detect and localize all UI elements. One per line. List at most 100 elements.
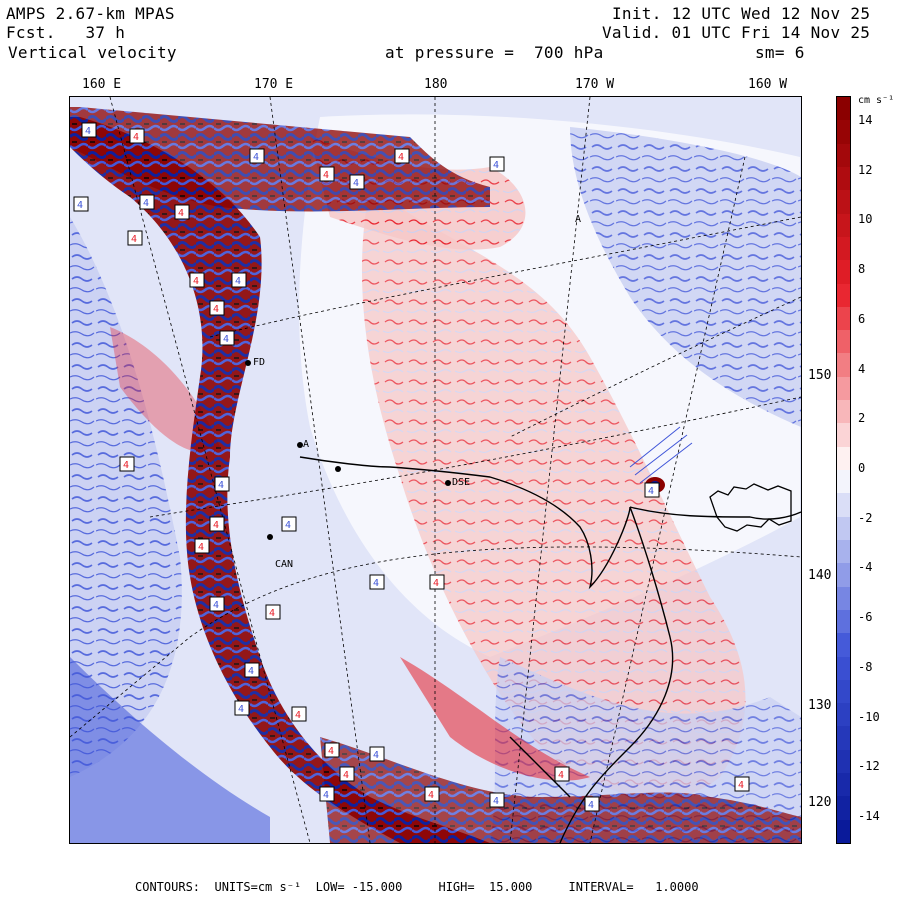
colorbar-bin: [837, 120, 850, 145]
colorbar-tick-label: -14: [858, 809, 880, 824]
contour-extreme-box: [734, 776, 750, 792]
contour-extreme-value: 4: [218, 480, 224, 491]
colorbar: [836, 96, 851, 844]
colorbar-bin: [837, 376, 850, 401]
contour-extreme-value: 4: [85, 126, 91, 137]
colorbar-bin: [837, 97, 850, 121]
contour-extreme-box: [584, 796, 600, 812]
downward-region-southeast: [490, 657, 801, 843]
contour-extreme-box: [369, 574, 385, 590]
contour-extreme-value: 4: [235, 276, 241, 287]
contour-extreme-box: [339, 766, 355, 782]
contour-extreme-box: [429, 574, 445, 590]
station-label-dse: DSE: [452, 477, 470, 488]
contour-extreme-box: [424, 786, 440, 802]
colorbar-bin: [837, 260, 850, 284]
contour-extreme-box: [349, 174, 365, 190]
contour-extreme-value: 4: [131, 234, 137, 245]
colorbar-tick-label: -4: [858, 560, 873, 575]
colorbar-bin: [837, 353, 850, 378]
contour-extreme-box: [644, 482, 660, 498]
contour-extreme-markers: 4 4 4 4 4 4 4 4 4 4 4 4 4 4 4 4 4 4 4 4 4 4 4 4 4 4 4 4 4 4 4 4 4 4 4 4 4: [73, 122, 750, 812]
forecast-hour: Fcst. 37 h: [6, 23, 126, 42]
downward-region-east: [570, 127, 801, 427]
contour-extreme-box: [489, 792, 505, 808]
contour-extreme-box: [209, 596, 225, 612]
colorbar-bin: [837, 539, 850, 564]
contour-extreme-value: 4: [238, 704, 244, 715]
contour-extreme-value: 4: [493, 796, 499, 807]
colorbar-tick-label: 4: [858, 361, 866, 376]
colorbar-tick-label: -6: [858, 610, 873, 625]
colorbar-tick-label: 2: [858, 411, 866, 426]
lon-label-180: 180: [424, 77, 448, 92]
contour-extreme-value: 4: [193, 276, 199, 287]
contour-extreme-value: 4: [373, 750, 379, 761]
units-label: UNITS=cm s⁻¹: [214, 880, 302, 894]
colorbar-tick-label: 10: [858, 212, 873, 227]
contour-extreme-value: 4: [133, 132, 139, 143]
ice-shelf-outline: [299, 456, 801, 843]
contour-extreme-value: 4: [143, 198, 149, 209]
station-markers: [245, 360, 451, 540]
colorbar-bin: [837, 726, 850, 751]
model-title: AMPS 2.67-km MPAS: [6, 4, 175, 23]
contour-extreme-value: 4: [178, 208, 184, 219]
colorbar-bin: [837, 423, 850, 448]
colorbar-bin: [837, 493, 850, 518]
contour-extreme-box: [174, 204, 190, 220]
high-label: HIGH= 15.000: [438, 880, 533, 894]
colorbar-bin: [837, 470, 850, 494]
colorbar-bin: [837, 446, 850, 471]
contour-extreme-box: [139, 194, 155, 210]
downward-region-west: [70, 217, 182, 777]
coastal-islands: [709, 483, 792, 532]
colorbar-bin: [837, 190, 850, 215]
contour-extreme-box: [291, 706, 307, 722]
upward-region-ross-sea: [361, 187, 746, 799]
station-label-fd: FD: [253, 357, 265, 368]
colorbar-bin: [837, 773, 850, 797]
station-label-a-north: A: [575, 214, 581, 225]
mountain-wave-band-south: [320, 737, 801, 843]
mountain-wave-band-north: [70, 107, 490, 212]
colorbar-tick-label: -12: [858, 759, 880, 774]
contour-extreme-value: 4: [253, 152, 259, 163]
contour-extreme-value: 4: [373, 578, 379, 589]
interval-label: INTERVAL= 1.0000: [568, 880, 699, 894]
contour-extreme-value: 4: [328, 746, 334, 757]
contour-extreme-box: [244, 662, 260, 678]
contour-extreme-box: [319, 166, 335, 182]
contour-extreme-value: 4: [123, 460, 129, 471]
colorbar-bin: [837, 166, 850, 191]
contour-extreme-box: [194, 538, 210, 554]
contour-extreme-box: [189, 272, 205, 288]
colorbar-tick-label: 14: [858, 112, 873, 127]
contour-extreme-box: [209, 300, 225, 316]
contour-extreme-value: 4: [248, 666, 254, 677]
colorbar-bin: [837, 236, 850, 261]
colorbar-bin: [837, 796, 850, 821]
contour-extreme-value: 4: [213, 600, 219, 611]
contour-extreme-box: [127, 230, 143, 246]
graticule: [70, 97, 801, 843]
contour-extreme-value: 4: [269, 608, 275, 619]
contour-extreme-value: 4: [493, 160, 499, 171]
dark-downward-bottom-left: [70, 657, 270, 843]
colorbar-bin: [837, 749, 850, 774]
contour-extreme-value: 4: [343, 770, 349, 781]
contour-extreme-box: [249, 148, 265, 164]
contour-extreme-value: 4: [738, 780, 744, 791]
colorbar-tick-label: 12: [858, 162, 873, 177]
contour-extreme-value: 4: [213, 520, 219, 531]
lon-label-170w: 170 W: [575, 77, 615, 92]
colorbar-tick-label: 6: [858, 311, 866, 326]
colorbar-tick-label: -8: [858, 659, 873, 674]
contour-extreme-box: [281, 516, 297, 532]
contour-extreme-value: 4: [223, 334, 229, 345]
contour-extreme-box: [219, 330, 235, 346]
contour-extreme-box: [324, 742, 340, 758]
colorbar-bin: [837, 609, 850, 634]
colorbar-bin: [837, 213, 850, 238]
